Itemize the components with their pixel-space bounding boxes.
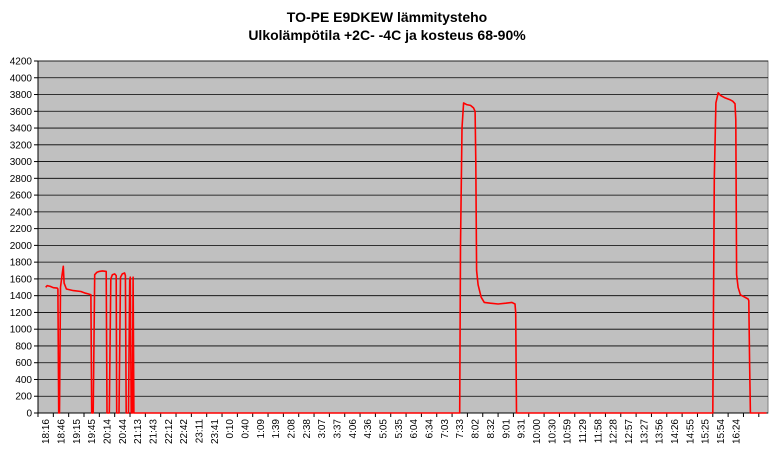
x-tick-label: 7:03 — [440, 419, 451, 439]
x-tick-label: 10:30 — [547, 419, 558, 444]
x-tick-label: 23:41 — [210, 419, 221, 444]
x-tick-label: 6:04 — [409, 419, 420, 439]
chart-subtitle: Ulkolämpötila +2C- -4C ja kosteus 68-90% — [248, 27, 526, 43]
x-tick-label: 3:37 — [333, 419, 344, 439]
x-tick-label: 1:09 — [256, 419, 267, 439]
x-tick-label: 8:02 — [471, 419, 482, 439]
y-tick-label: 3600 — [10, 107, 33, 118]
x-tick-label: 0:40 — [241, 419, 252, 439]
x-tick-label: 23:11 — [195, 419, 206, 444]
x-axis: 18:16 18:46 19:15 19:45 20:14 20:44 21:13 21:43… — [37, 412, 768, 444]
x-tick-label: 21:43 — [149, 419, 160, 444]
y-axis: 0 200 400 600 800 1000 1200 1400 1600 1800 2000 220… — [10, 57, 39, 420]
y-tick-label: 1600 — [10, 274, 33, 285]
x-tick-label: 9:31 — [517, 419, 528, 439]
x-tick-label: 22:12 — [164, 419, 175, 444]
x-tick-label: 10:59 — [563, 419, 574, 444]
x-tick-label: 19:15 — [72, 419, 83, 444]
y-tick-label: 1200 — [10, 308, 33, 319]
x-tick-label: 11:29 — [578, 419, 589, 444]
x-tick-label: 20:44 — [118, 419, 129, 444]
y-tick-label: 2000 — [10, 241, 33, 252]
grid-lines — [38, 60, 768, 397]
x-tick-label: 2:08 — [287, 419, 298, 439]
x-tick-label: 20:14 — [103, 419, 114, 444]
y-tick-label: 1800 — [10, 258, 33, 269]
x-tick-label: 14:26 — [670, 419, 681, 444]
x-tick-label: 5:05 — [379, 419, 390, 439]
y-tick-label: 4200 — [10, 57, 33, 68]
plot-area — [37, 60, 769, 414]
x-tick-label: 4:36 — [363, 419, 374, 439]
y-tick-label: 4000 — [10, 73, 33, 84]
x-tick-label: 4:06 — [348, 419, 359, 439]
x-tick-label: 15:54 — [716, 419, 727, 444]
y-tick-label: 1000 — [10, 325, 33, 336]
x-tick-label: 3:07 — [317, 419, 328, 439]
x-tick-label: 13:27 — [639, 419, 650, 444]
x-tick-label: 21:13 — [133, 419, 144, 444]
x-tick-label: 11:58 — [593, 419, 604, 444]
x-tick-label: 16:24 — [731, 419, 742, 444]
chart-title: TO-PE E9DKEW lämmitysteho — [286, 9, 488, 25]
x-tick-label: 18:16 — [41, 419, 52, 444]
y-tick-label: 400 — [15, 375, 32, 386]
y-tick-label: 3800 — [10, 90, 33, 101]
x-tick-label: 10:00 — [532, 419, 543, 444]
y-tick-label: 1400 — [10, 291, 33, 302]
x-tick-label: 6:34 — [425, 419, 436, 439]
y-tick-label: 800 — [15, 341, 32, 352]
x-tick-label: 12:28 — [609, 419, 620, 444]
y-tick-label: 2400 — [10, 207, 33, 218]
y-tick-label: 3400 — [10, 124, 33, 135]
y-tick-label: 2800 — [10, 174, 33, 185]
x-tick-label: 8:32 — [486, 419, 497, 439]
x-tick-label: 9:01 — [501, 419, 512, 439]
x-tick-label: 18:46 — [57, 419, 68, 444]
y-tick-label: 600 — [15, 358, 32, 369]
x-tick-label: 1:39 — [271, 419, 282, 439]
x-tick-label: 13:56 — [655, 419, 666, 444]
x-tick-label: 12:57 — [624, 419, 635, 444]
y-tick-label: 3200 — [10, 140, 33, 151]
x-tick-label: 19:45 — [87, 419, 98, 444]
x-tick-label: 2:38 — [302, 419, 313, 439]
x-tick-label: 7:33 — [455, 419, 466, 439]
y-tick-label: 3000 — [10, 157, 33, 168]
x-tick-label: 5:35 — [394, 419, 405, 439]
x-tick-label: 14:55 — [685, 419, 696, 444]
y-tick-label: 2600 — [10, 191, 33, 202]
x-tick-label: 15:25 — [701, 419, 712, 444]
x-tick-label: 0:10 — [225, 419, 236, 439]
series-line — [45, 92, 767, 414]
y-tick-label: 2200 — [10, 224, 33, 235]
x-tick-label: 22:42 — [179, 419, 190, 444]
y-tick-label: 200 — [15, 392, 32, 403]
y-tick-label: 0 — [26, 409, 32, 420]
